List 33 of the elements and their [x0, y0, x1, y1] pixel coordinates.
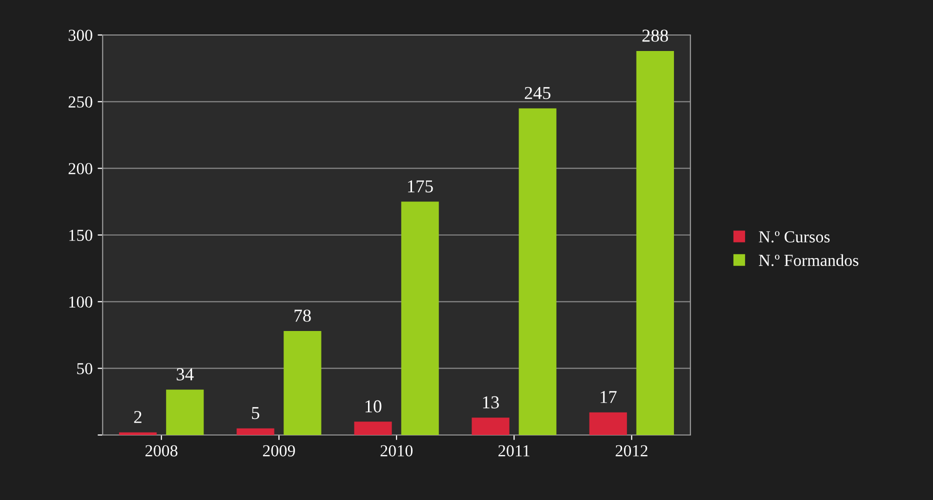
data-label: 17	[600, 391, 617, 403]
x-tick-label: 2012	[616, 445, 648, 456]
y-tick-label: 300	[68, 30, 92, 41]
x-tick-label: 2008	[145, 445, 178, 456]
bar	[354, 422, 392, 435]
bar	[589, 412, 627, 435]
bar	[401, 202, 439, 435]
bar	[284, 331, 322, 435]
bar	[236, 428, 274, 435]
bar	[166, 390, 204, 435]
y-tick-label: 50	[77, 363, 92, 374]
bar	[636, 51, 674, 435]
x-tick-label: 2011	[498, 445, 530, 456]
data-label: 13	[483, 396, 499, 408]
data-label: 2	[134, 410, 142, 423]
data-label: 245	[524, 86, 550, 100]
y-tick-label: 150	[69, 230, 92, 241]
x-tick-label: 2010	[380, 445, 413, 456]
data-label: 34	[176, 368, 194, 380]
data-label: 5	[252, 407, 260, 420]
bar	[119, 432, 157, 435]
bar	[518, 108, 556, 435]
bar	[472, 418, 510, 435]
legend-label: N.º Cursos	[758, 231, 830, 243]
data-label: 78	[294, 310, 311, 322]
x-tick-label: 2009	[263, 445, 295, 456]
y-tick-label: 250	[68, 96, 92, 108]
y-tick-label: 200	[68, 163, 92, 174]
data-label: 10	[366, 400, 382, 412]
y-tick-label: 100	[69, 296, 92, 308]
legend-label: N.º Formandos	[758, 254, 858, 266]
data-label: 288	[642, 30, 668, 42]
data-label: 175	[408, 180, 433, 192]
